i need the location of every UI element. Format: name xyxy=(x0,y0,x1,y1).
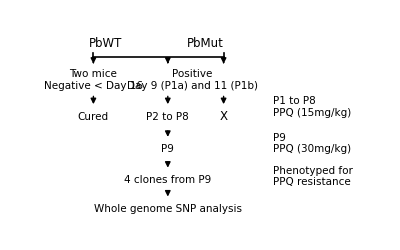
Text: PbWT: PbWT xyxy=(89,37,122,50)
Text: 4 clones from P9: 4 clones from P9 xyxy=(124,175,212,185)
Text: Two mice
Negative < Day 16: Two mice Negative < Day 16 xyxy=(44,69,143,91)
Text: P2 to P8: P2 to P8 xyxy=(146,112,189,122)
Text: Phenotyped for
PPQ resistance: Phenotyped for PPQ resistance xyxy=(273,166,353,187)
Text: P9
PPQ (30mg/kg): P9 PPQ (30mg/kg) xyxy=(273,133,351,154)
Text: X: X xyxy=(220,110,228,123)
Text: P9: P9 xyxy=(161,144,174,154)
Text: P1 to P8
PPQ (15mg/kg): P1 to P8 PPQ (15mg/kg) xyxy=(273,96,352,118)
Text: Cured: Cured xyxy=(78,112,109,122)
Text: PbMut: PbMut xyxy=(186,37,224,50)
Text: Positive
Day 9 (P1a) and 11 (P1b): Positive Day 9 (P1a) and 11 (P1b) xyxy=(127,69,258,91)
Text: Whole genome SNP analysis: Whole genome SNP analysis xyxy=(94,204,242,214)
